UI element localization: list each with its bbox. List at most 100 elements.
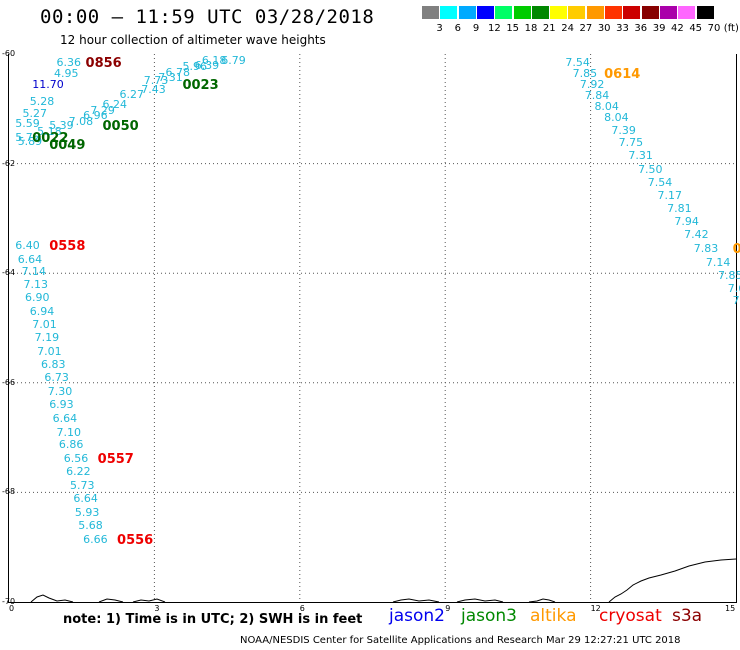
colorbar-swatch [568,6,586,19]
wave-height-value: 6.93 [49,398,74,412]
wave-height-value: 7.50 [638,162,663,176]
wave-height-value: 7.13 [23,277,49,291]
wave-height-value: 5.73 [70,478,95,492]
pass-time-label: 0856 [85,55,122,71]
pass-time-label: 0049 [49,137,86,153]
wave-height-value: 7.01 [32,317,57,331]
wave-height-value: 8.04 [594,99,619,113]
wave-height-value: 6.18 [201,54,227,68]
footer-credit: NOAA/NESDIS Center for Satellite Applica… [240,635,681,646]
pass-time-label: 0558 [49,239,86,255]
latitude-tick-label: -70 [2,597,16,606]
colorbar-label: 3 [436,23,443,34]
colorbar-label: 30 [597,23,611,34]
wave-height-value: 7.73 [143,73,169,87]
wave-height-value: 7.54 [565,55,590,69]
wave-height-value: 6.64 [17,253,43,267]
legend-altika: altika [530,606,577,626]
colorbar-label: 6 [454,23,461,34]
colorbar-label: 45 [689,23,703,34]
wave-height-value: 6.39 [194,59,220,73]
pass-time-label: 0022 [32,130,69,146]
colorbar-swatch [550,6,568,19]
legend-jason2: jason2 [389,606,445,626]
colorbar-label: 24 [561,23,574,34]
longitude-tick-label: 9 [445,604,451,613]
colorbar-swatch [531,6,549,19]
colorbar-swatch [641,6,659,19]
longitude-tick-label: 12 [590,604,601,613]
wave-height-value: 7.92 [579,77,605,91]
colorbar-label: 18 [524,23,538,34]
wave-height-value: 7.01 [37,344,62,358]
wave-height-value: 7.14 [21,265,47,279]
wave-height-value: 7.84 [584,88,610,102]
colorbar-swatch [440,6,458,19]
colorbar-unit-label: (ft) [723,23,739,34]
colorbar-swatch [458,6,476,19]
wave-height-value: 5.18 [37,125,62,139]
colorbar-label: 27 [579,23,593,34]
colorbar-label: 33 [616,23,629,34]
wave-height-value: 7.83 [693,242,719,256]
wave-height-value: 5.59 [15,117,40,131]
wave-height-value: 4.95 [54,66,79,80]
colorbar-swatch [696,6,714,19]
wave-height-value: 7.29 [90,103,115,117]
wave-height-value: 6.73 [44,370,69,384]
longitude-tick-label: 6 [299,604,305,613]
pass-time-label: 0023 [182,77,219,93]
latitude-tick-label: -60 [2,49,16,58]
latitude-tick-label: -68 [2,487,16,497]
wave-height-value: 11.70 [32,77,64,91]
colorbar-swatch [659,6,677,19]
legend-s3a: s3a [672,606,703,626]
page-subtitle: 12 hour collection of altimeter wave hei… [60,33,326,47]
wave-height-value: 6.56 [63,451,89,465]
wave-height-value: 7.43 [141,83,166,97]
longitude-tick-label: 0 [9,604,15,613]
wave-height-value: 6.96 [83,109,108,123]
wave-height-value: 7.10 [56,425,81,439]
wave-height-value: 7.31 [628,149,653,163]
wave-height-value: 6.36 [56,55,81,69]
wave-height-value: 6.94 [29,305,55,319]
colorbar-swatch [586,6,604,19]
wave-height-value: 6.22 [66,465,91,479]
wave-height-value: 6.64 [73,491,98,505]
wave-height-value: 7.94 [674,215,699,229]
wave-height-value: 8.04 [604,111,629,125]
colorbar-label: 15 [506,23,520,34]
wave-height-value: 7.85 [572,66,598,80]
wave-height-value: 7.17 [657,188,682,202]
wave-height-value: 7.42 [684,228,709,242]
footer-note: note: 1) Time is in UTC; 2) SWH is in fe… [63,612,363,627]
colorbar-label: 39 [652,23,666,34]
wave-height-value: 5.96 [182,60,207,74]
colorbar-swatch [422,6,439,19]
page-title: 00:00 – 11:59 UTC 03/28/2018 [40,6,375,28]
wave-height-value: 5.68 [78,518,103,532]
wave-height-value: 6.86 [58,438,84,452]
wave-height-value: 5.27 [22,106,48,120]
wave-height-value: 7.85 [718,268,740,282]
pass-time-label: 06 [732,242,740,258]
wave-height-value: 6.78 [165,65,191,79]
wave-height-value: 7.19 [34,330,60,344]
colorbar-label: 42 [671,23,684,34]
pass-time-label: 0557 [97,451,134,467]
colorbar-label: 36 [634,23,648,34]
wave-height-value: 6.27 [119,87,144,101]
colorbar-label: 9 [472,23,480,34]
wave-height-value: 7.30 [47,384,73,398]
map-grid [9,54,736,602]
colorbar-swatch [605,6,622,19]
coastline [30,558,736,602]
wave-height-value: 7.54 [647,176,673,190]
wave-height-value: 5.93 [74,505,100,519]
colorbar-label: 21 [542,23,556,34]
wave-height-value: 7.75 [618,136,644,150]
map-frame [8,54,737,603]
wave-height-value: 5.28 [29,95,55,109]
pass-time-label: 0050 [102,118,139,134]
